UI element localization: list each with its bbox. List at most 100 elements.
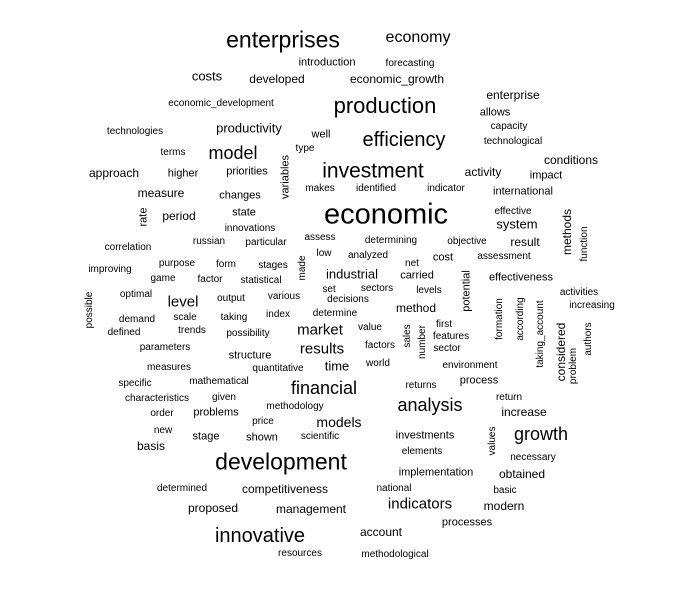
cloud-word: specific [118,378,152,389]
cloud-word: effectiveness [488,271,554,284]
cloud-word: defined [107,327,141,338]
cloud-word: capacity [490,121,528,132]
cloud-word: developed [249,72,305,86]
cloud-word: variables [279,154,292,200]
cloud-word: purpose [158,258,196,269]
cloud-word: return [495,392,523,403]
cloud-word: given [212,392,236,403]
cloud-word: objective [447,236,487,247]
cloud-word: quantitative [252,363,304,374]
cloud-word: basic [493,485,517,496]
cloud-word: production [333,93,437,118]
cloud-word: made [297,255,308,281]
cloud-word: resources [278,548,322,559]
cloud-word: process [459,374,499,387]
cloud-word: possibility [226,328,270,339]
cloud-word: approach [88,166,140,180]
cloud-word: levels [416,285,442,296]
cloud-word: makes [305,183,335,194]
cloud-word: impact [529,169,563,182]
cloud-word: sectors [360,283,394,294]
cloud-word: environment [442,360,498,371]
cloud-word: development [215,448,347,475]
cloud-word: processes [441,516,493,529]
cloud-word: formation [494,298,505,340]
cloud-word: carried [400,269,434,282]
cloud-word: activity [464,165,502,179]
cloud-word: assess [304,232,336,243]
cloud-word: stages [258,260,288,271]
cloud-word: factor [197,274,223,285]
cloud-word: market [297,321,343,339]
cloud-word: forecasting [385,58,435,69]
cloud-word: potential [460,270,473,312]
cloud-word: method [395,301,437,315]
cloud-word: various [267,291,301,302]
cloud-word: mathematical [189,376,249,387]
cloud-word: increase [501,405,547,419]
cloud-word: features [432,331,470,342]
cloud-word: technologies [106,126,164,137]
cloud-word: economic_growth [349,72,445,86]
cloud-word: innovations [224,223,276,234]
cloud-word: innovative [214,525,306,547]
cloud-word: methods [560,208,574,256]
cloud-word: sector [433,343,461,354]
cloud-word: problem [568,347,579,385]
cloud-word: enterprises [226,26,340,53]
cloud-word: proposed [187,501,239,515]
cloud-word: international [493,185,553,198]
cloud-word: state [232,206,256,219]
cloud-word: analysis [397,395,463,415]
cloud-word: conditions [543,153,599,167]
cloud-word: changes [219,189,261,202]
cloud-word: considered [554,322,568,382]
cloud-word: obtained [498,467,546,481]
cloud-word: indicator [427,183,465,194]
cloud-word: first [435,319,453,330]
cloud-word: financial [290,378,358,398]
cloud-word: world [366,358,390,369]
cloud-word: game [150,273,176,284]
cloud-word: economic_development [168,98,274,109]
cloud-word: higher [167,167,199,180]
cloud-word: results [299,340,345,358]
cloud-word: output [217,293,245,304]
cloud-word: allows [479,106,511,119]
cloud-word: indicators [387,495,453,513]
cloud-word: period [162,209,196,223]
cloud-word: form [216,259,236,270]
cloud-word: value [358,322,382,333]
cloud-word: elements [401,446,443,457]
cloud-word: set [322,284,336,295]
cloud-word: parameters [139,342,191,353]
cloud-word: management [275,502,347,516]
cloud-word: values [487,426,498,456]
cloud-word: necessary [510,452,556,463]
cloud-word: investments [395,429,455,442]
cloud-word: competitiveness [241,482,329,496]
cloud-word: improving [88,264,132,275]
cloud-word: assessment [477,251,531,262]
cloud-word: problems [193,406,239,419]
cloud-word: decisions [327,294,369,305]
cloud-word: net [405,258,419,269]
cloud-word: stage [192,430,220,443]
cloud-word: scientific [300,431,340,442]
cloud-word: optimal [119,289,153,300]
cloud-word: demand [118,314,156,325]
cloud-word: measures [147,362,191,373]
cloud-word: rate [137,207,150,227]
cloud-word: authors [583,322,594,356]
cloud-word: growth [513,424,569,444]
cloud-word: type [295,143,315,154]
cloud-word: taking_account [535,300,546,368]
cloud-word: technological [483,136,543,147]
cloud-word: result [510,235,540,249]
cloud-word: increasing [569,300,615,311]
cloud-word: costs [191,68,223,84]
cloud-word: low [316,248,332,259]
cloud-word: possible [84,291,95,329]
cloud-word: shown [246,431,278,444]
